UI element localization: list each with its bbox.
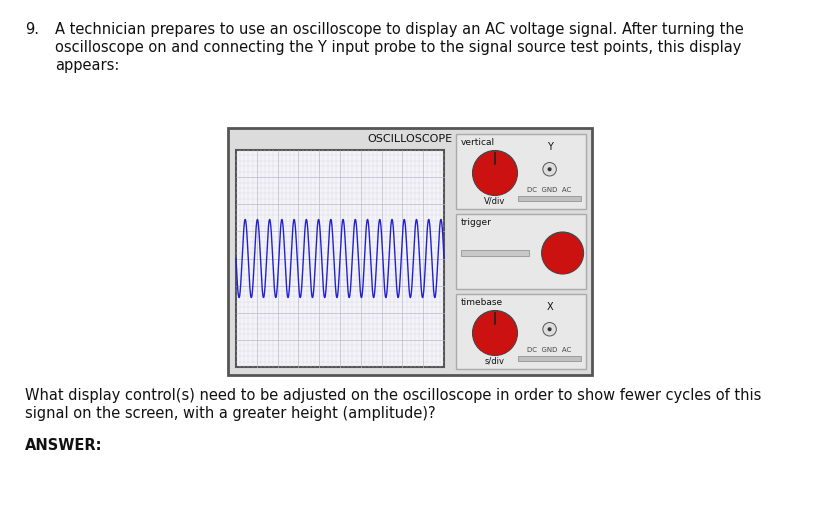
Bar: [456, 134, 586, 209]
Text: Y: Y: [546, 142, 552, 153]
Text: s/div: s/div: [485, 356, 504, 365]
Text: OSCILLOSCOPE: OSCILLOSCOPE: [367, 134, 452, 144]
Text: DC  GND  AC: DC GND AC: [527, 347, 571, 353]
Text: timebase: timebase: [461, 298, 503, 307]
Text: vertical: vertical: [461, 138, 495, 147]
Circle shape: [543, 322, 556, 336]
Circle shape: [547, 327, 551, 331]
Text: appears:: appears:: [55, 58, 119, 73]
Text: signal on the screen, with a greater height (amplitude)?: signal on the screen, with a greater hei…: [25, 406, 435, 421]
Bar: [518, 356, 580, 361]
Bar: [518, 196, 580, 201]
Text: oscilloscope on and connecting the Y input probe to the signal source test point: oscilloscope on and connecting the Y inp…: [55, 40, 740, 55]
Text: V/div: V/div: [484, 196, 505, 205]
Bar: [456, 294, 586, 369]
Circle shape: [547, 167, 551, 171]
Circle shape: [543, 163, 556, 176]
Text: trigger: trigger: [461, 218, 491, 227]
Bar: [461, 250, 528, 256]
Bar: [456, 214, 586, 289]
Text: 9.: 9.: [25, 22, 39, 37]
Circle shape: [541, 232, 583, 274]
Bar: [227, 128, 591, 375]
Text: DC  GND  AC: DC GND AC: [527, 187, 571, 193]
Text: ANSWER:: ANSWER:: [25, 438, 103, 453]
Circle shape: [472, 311, 517, 356]
Text: X: X: [546, 302, 552, 313]
Text: What display control(s) need to be adjusted on the oscilloscope in order to show: What display control(s) need to be adjus…: [25, 388, 761, 403]
Circle shape: [472, 151, 517, 196]
Bar: [236, 150, 443, 367]
Text: A technician prepares to use an oscilloscope to display an AC voltage signal. Af: A technician prepares to use an oscillos…: [55, 22, 743, 37]
